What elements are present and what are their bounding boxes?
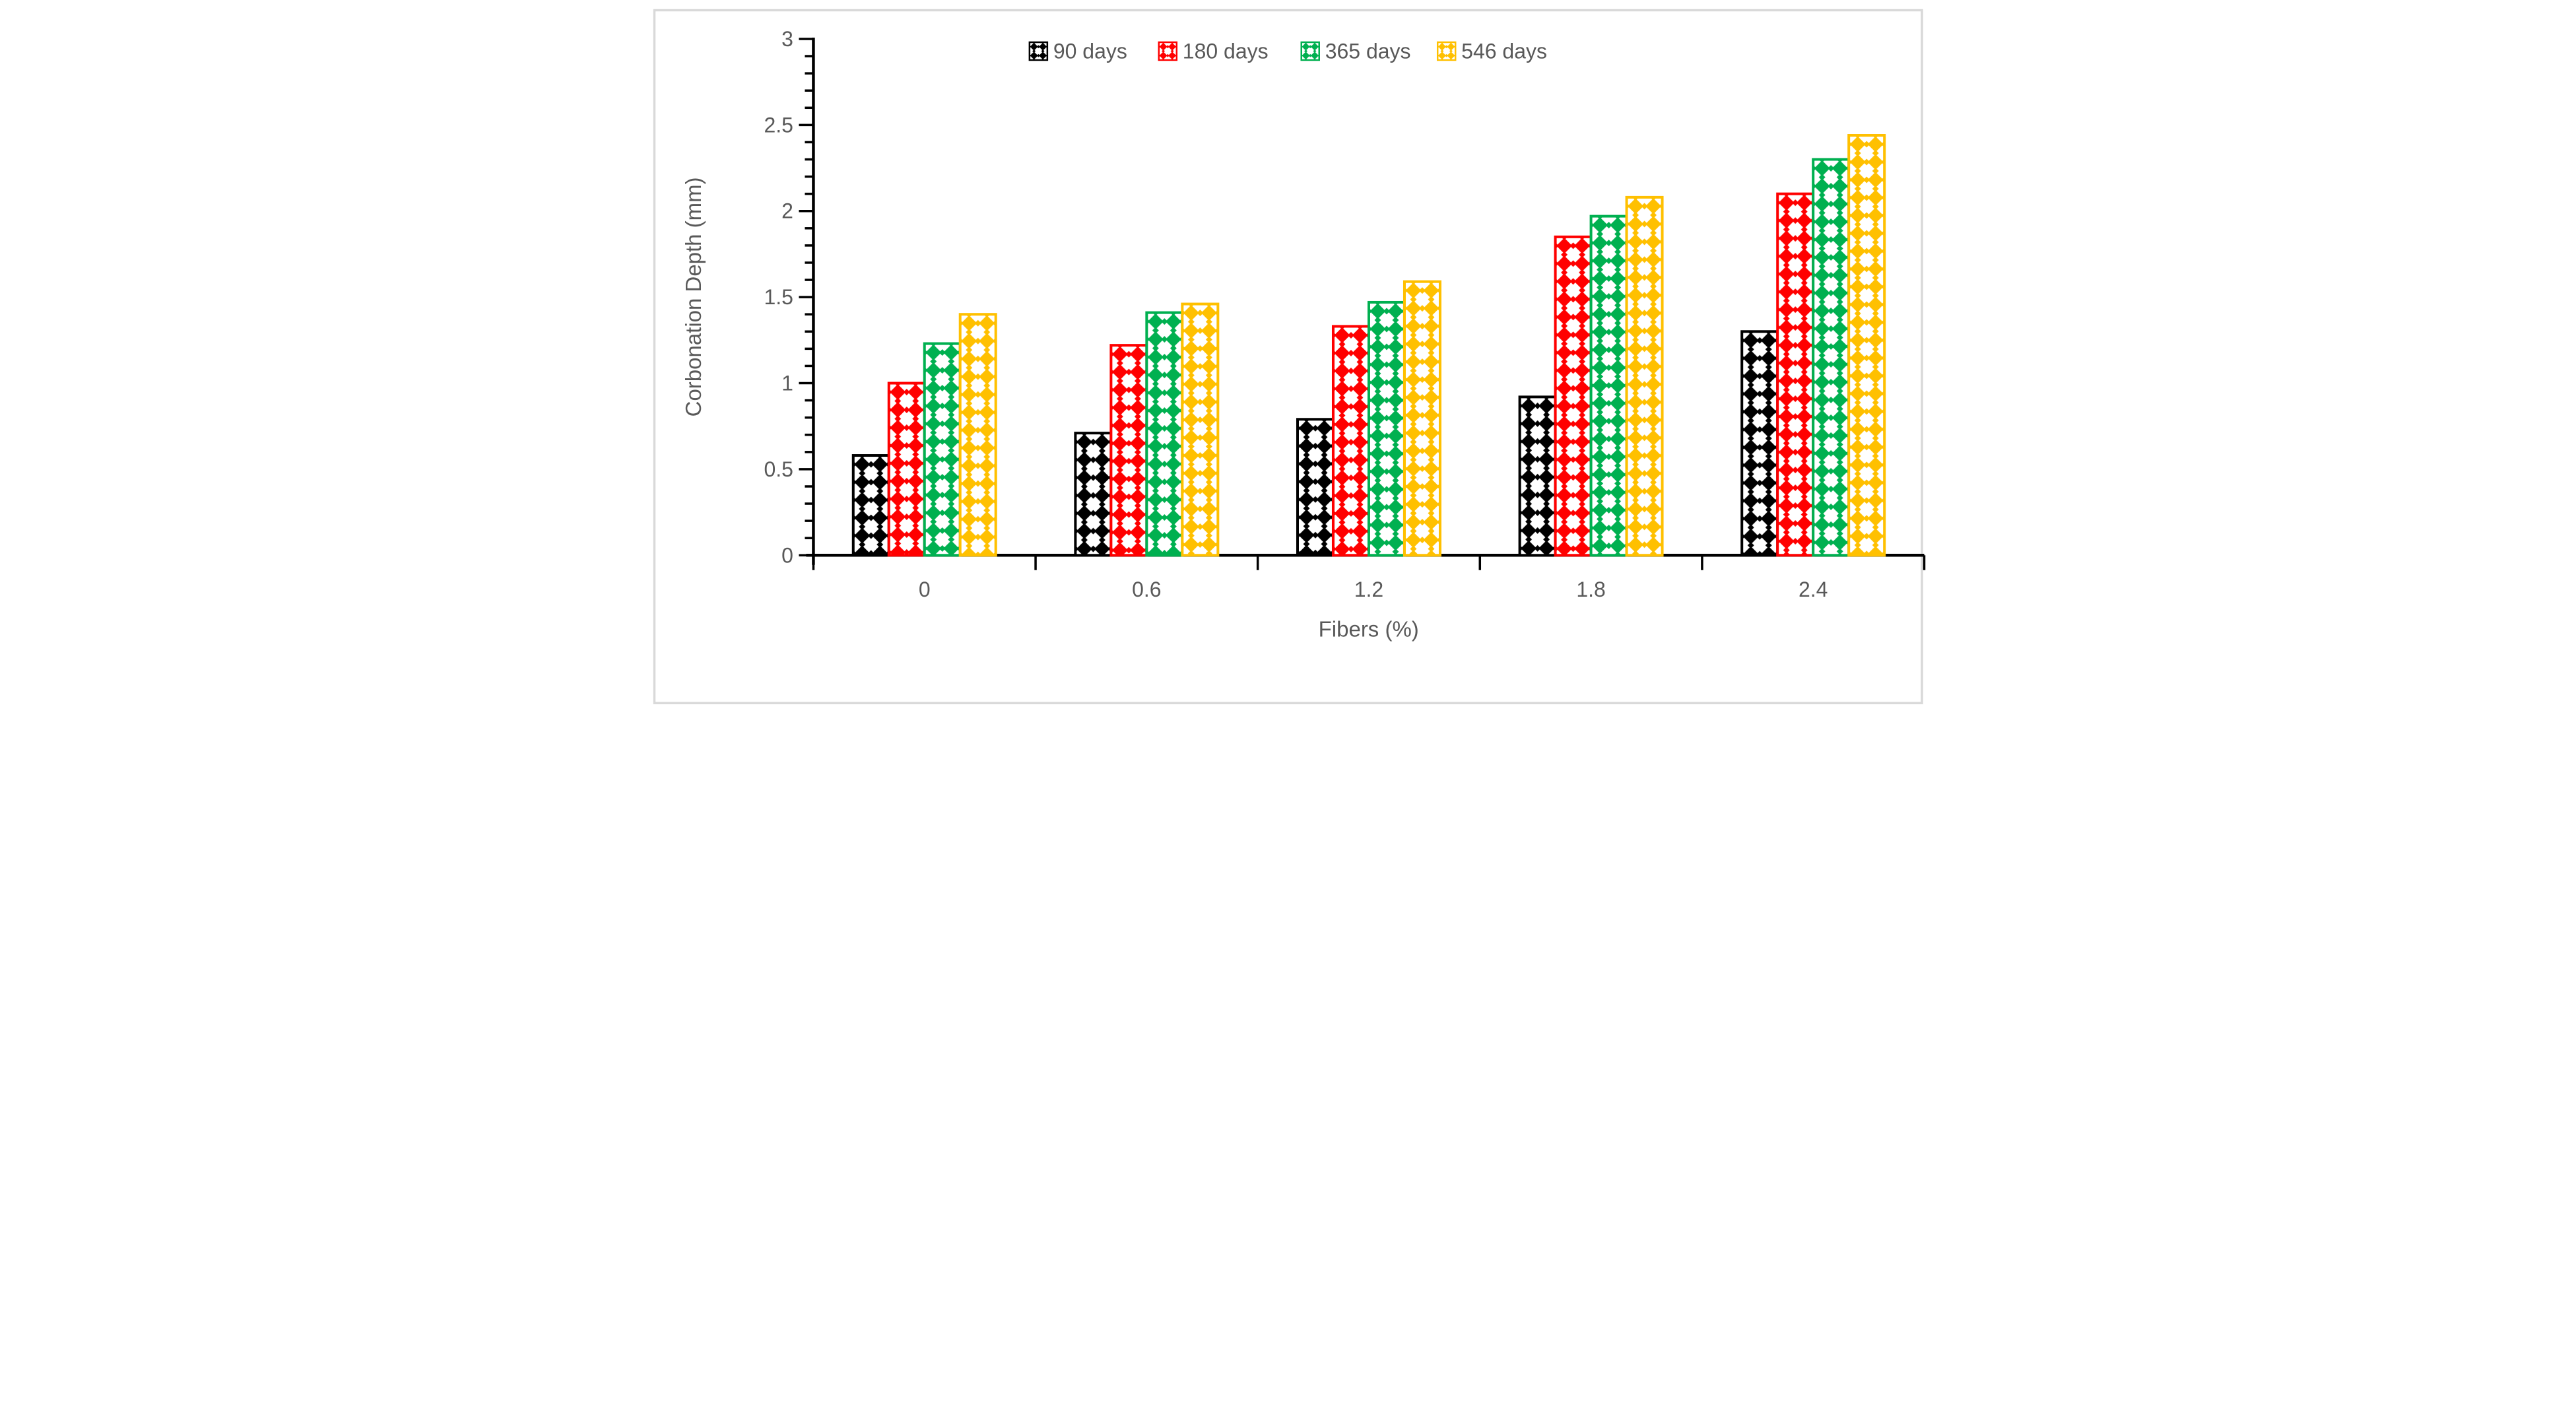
legend-swatch-90-days-icon: [1028, 41, 1049, 61]
y-tick-label: 3: [781, 27, 793, 51]
x-category-label: 0.6: [1132, 578, 1161, 601]
legend-label: 365 days: [1325, 39, 1411, 63]
legend-swatch-180-days-icon: [1158, 41, 1178, 61]
bar-546-days-cat-1.8: [1625, 195, 1664, 557]
bar-90-days-cat-0.6: [1074, 432, 1113, 557]
bar-180-days-cat-0.6: [1109, 344, 1148, 557]
series-546-days: [958, 134, 1886, 557]
bar-365-days-cat-2.4: [1812, 158, 1851, 557]
bar-546-days-cat-0: [958, 313, 997, 557]
legend-item-180-days: 180 days: [1158, 39, 1269, 63]
bar-180-days-cat-0: [887, 382, 926, 557]
legend-item-90-days: 90 days: [1028, 39, 1127, 63]
bar-546-days-cat-1.2: [1403, 280, 1441, 557]
x-category-label: 1.2: [1354, 578, 1383, 601]
bar-180-days-cat-1.2: [1331, 325, 1370, 557]
legend-item-546-days: 546 days: [1436, 39, 1547, 63]
bar-546-days-cat-2.4: [1847, 134, 1886, 557]
bar-365-days-cat-1.8: [1589, 215, 1628, 557]
legend-label: 180 days: [1183, 39, 1269, 63]
x-axis-category-labels: 0 0.6 1.2 1.8 2.4: [919, 578, 1828, 601]
series-180-days: [887, 192, 1815, 557]
legend-label: 90 days: [1053, 39, 1127, 63]
x-category-label: 0: [919, 578, 931, 601]
figure-container: 0 0.5 1 1.5 2 2.5 3 0 0.6 1.2 1.8 2.4 90 days 180 d…: [644, 0, 1932, 714]
x-category-label: 1.8: [1576, 578, 1605, 601]
series-365-days: [923, 158, 1851, 557]
bar-90-days-cat-1.2: [1296, 418, 1335, 557]
y-axis-ticks: [799, 38, 814, 557]
y-tick-label: 2.5: [764, 113, 793, 137]
x-axis-title: Fibers (%): [1319, 617, 1419, 642]
legend-swatch-365-days-icon: [1300, 41, 1320, 61]
y-axis-title: Corbonation Depth (mm): [681, 177, 706, 416]
bar-90-days-cat-0: [851, 454, 890, 557]
bar-90-days-cat-1.8: [1518, 395, 1557, 557]
y-tick-label: 1.5: [764, 285, 793, 309]
legend-swatch-546-days-icon: [1436, 41, 1457, 61]
bar-546-days-cat-0.6: [1181, 302, 1220, 557]
bar-series-groups: [851, 134, 1886, 557]
x-category-label: 2.4: [1799, 578, 1828, 601]
y-tick-label: 0.5: [764, 457, 793, 481]
y-tick-label: 0: [781, 543, 793, 567]
bar-365-days-cat-1.2: [1367, 300, 1406, 557]
legend-item-365-days: 365 days: [1300, 39, 1411, 63]
y-tick-label: 2: [781, 199, 793, 223]
bar-365-days-cat-0.6: [1145, 311, 1184, 557]
figure-border: [653, 9, 1923, 704]
x-axis-ticks: [812, 555, 1926, 570]
legend: 90 days 180 days 365 days 546 days: [1028, 39, 1547, 63]
bar-365-days-cat-0: [923, 342, 962, 557]
bar-180-days-cat-2.4: [1776, 192, 1815, 557]
chart-canvas: 0 0.5 1 1.5 2 2.5 3 0 0.6 1.2 1.8 2.4 90 days 180 d…: [644, 0, 1932, 714]
bar-90-days-cat-2.4: [1740, 330, 1779, 557]
y-tick-label: 1: [781, 372, 793, 395]
bar-180-days-cat-1.8: [1554, 235, 1593, 557]
y-axis-tick-labels: 0 0.5 1 1.5 2 2.5 3: [764, 27, 793, 567]
legend-label: 546 days: [1461, 39, 1547, 63]
